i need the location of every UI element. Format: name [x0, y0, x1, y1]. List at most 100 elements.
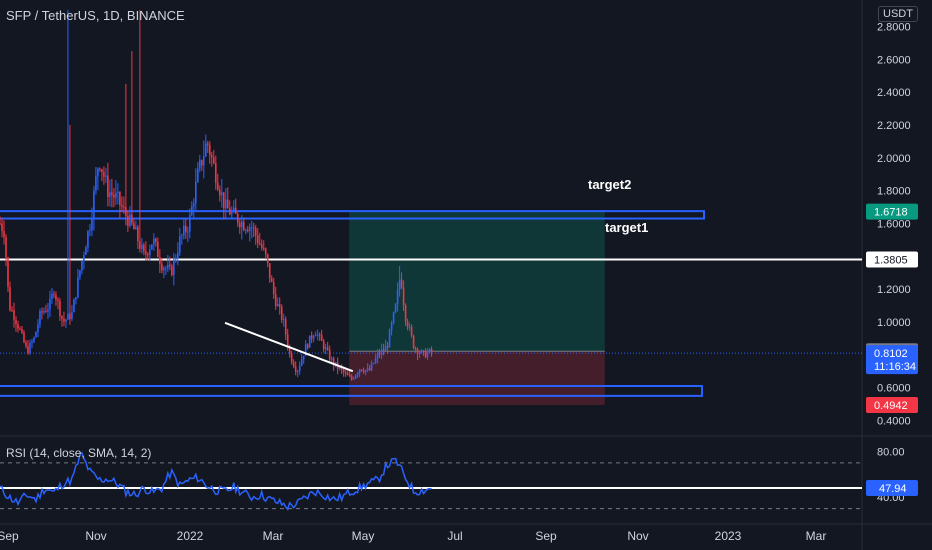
- stop-price-badge-text: 0.4942: [874, 400, 908, 412]
- candle-body: [33, 337, 35, 342]
- candle-body: [165, 268, 167, 270]
- candle-body: [79, 270, 81, 278]
- candle-body: [175, 258, 177, 260]
- candle-body: [129, 214, 131, 226]
- price-tick-label: 2.8000: [877, 21, 911, 33]
- candle-body: [324, 347, 327, 350]
- candle-body: [386, 346, 389, 348]
- candle-body: [161, 263, 163, 271]
- candle-body: [294, 366, 297, 372]
- candle-body: [382, 349, 385, 351]
- candle-body: [95, 176, 97, 191]
- candle-body: [65, 319, 67, 322]
- candle-body: [356, 373, 359, 376]
- candle-body: [430, 349, 433, 352]
- candle-body: [400, 279, 403, 288]
- candle-body: [218, 189, 221, 196]
- candle-body: [298, 365, 301, 372]
- candle-body: [348, 375, 351, 377]
- candle-body: [216, 182, 219, 190]
- candle-body: [137, 227, 139, 242]
- candle-body: [316, 334, 319, 336]
- candle-body: [304, 344, 307, 356]
- target-price-badge: [866, 203, 918, 220]
- candle-body: [312, 336, 315, 339]
- candle-body: [328, 349, 331, 360]
- candle-body: [412, 335, 415, 349]
- candle-body: [384, 346, 387, 351]
- level-price-badge-text: 1.3805: [874, 255, 908, 267]
- candle-body: [220, 192, 223, 196]
- candle-body: [374, 358, 377, 363]
- candle-body: [308, 335, 311, 348]
- candle-body: [39, 311, 41, 325]
- candle-body: [332, 358, 335, 366]
- candle-body: [350, 376, 353, 379]
- candle-body: [270, 278, 273, 282]
- candle-body: [302, 355, 305, 360]
- candle-body: [37, 324, 39, 332]
- candle-body: [342, 369, 345, 373]
- candle-body: [197, 168, 199, 182]
- candle-body: [392, 312, 395, 323]
- candle-body: [380, 349, 383, 355]
- candle-body: [29, 342, 31, 354]
- candle-body: [147, 254, 149, 256]
- candle-body: [155, 238, 157, 242]
- candle-body: [300, 359, 303, 366]
- candle-body: [292, 362, 295, 367]
- candle-body: [97, 168, 99, 177]
- candle-body: [195, 181, 197, 204]
- candle-body: [183, 225, 185, 236]
- stop-price-badge: [866, 397, 918, 414]
- candle-body: [226, 199, 229, 209]
- candle-body: [208, 145, 211, 156]
- candle-body: [240, 221, 243, 228]
- candle-body: [35, 331, 37, 338]
- candle-body: [394, 304, 397, 313]
- candle-body: [169, 264, 171, 266]
- candle-body: [428, 349, 431, 353]
- candle-body: [228, 208, 231, 215]
- candle-body: [159, 257, 161, 264]
- candle-body: [53, 293, 55, 295]
- resistance-zone: [0, 210, 705, 220]
- candle-body: [330, 358, 333, 360]
- candle-body: [111, 192, 113, 195]
- candle-body: [105, 175, 107, 177]
- candle-body: [119, 192, 121, 206]
- candle-body: [416, 348, 419, 354]
- candle-body: [376, 353, 379, 359]
- candle-body: [139, 241, 141, 249]
- candle-body: [390, 322, 393, 331]
- candle-body: [378, 353, 381, 355]
- candle-body: [191, 206, 193, 216]
- candle-body: [151, 244, 153, 250]
- price-tick-label: 2.2000: [877, 120, 911, 132]
- candle-body: [252, 227, 255, 229]
- candle-body: [288, 346, 291, 354]
- candle-body: [131, 214, 133, 224]
- candle-body: [107, 175, 109, 197]
- candle-body: [250, 227, 253, 229]
- candle-body: [51, 293, 53, 299]
- price-tick-label: 2.4000: [877, 87, 911, 99]
- candle-body: [55, 294, 57, 300]
- candle-body: [306, 344, 309, 348]
- candle-body: [296, 371, 299, 373]
- candle-body: [25, 342, 27, 347]
- candle-body: [3, 231, 5, 238]
- candle-body: [256, 235, 259, 243]
- candle-body: [258, 242, 261, 245]
- candle-body: [57, 299, 59, 301]
- trendline: [224, 321, 354, 373]
- price-tick-label: 1.6000: [877, 218, 911, 230]
- time-tick-label: Mar: [263, 529, 284, 543]
- candle-body: [133, 223, 135, 230]
- currency-button[interactable]: USDT: [878, 6, 918, 22]
- candle-body: [372, 362, 375, 364]
- candle-body: [284, 319, 287, 335]
- candle-body: [69, 313, 71, 320]
- candle-body: [1, 223, 3, 232]
